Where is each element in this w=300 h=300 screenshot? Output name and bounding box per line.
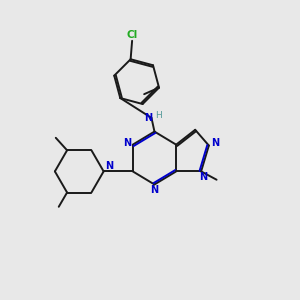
Text: N: N [123,138,131,148]
Text: N: N [105,161,113,171]
Text: Cl: Cl [127,30,138,40]
Text: N: N [211,139,219,148]
Text: H: H [154,111,161,120]
Text: N: N [144,113,152,123]
Text: N: N [199,172,207,182]
Text: N: N [150,185,158,195]
